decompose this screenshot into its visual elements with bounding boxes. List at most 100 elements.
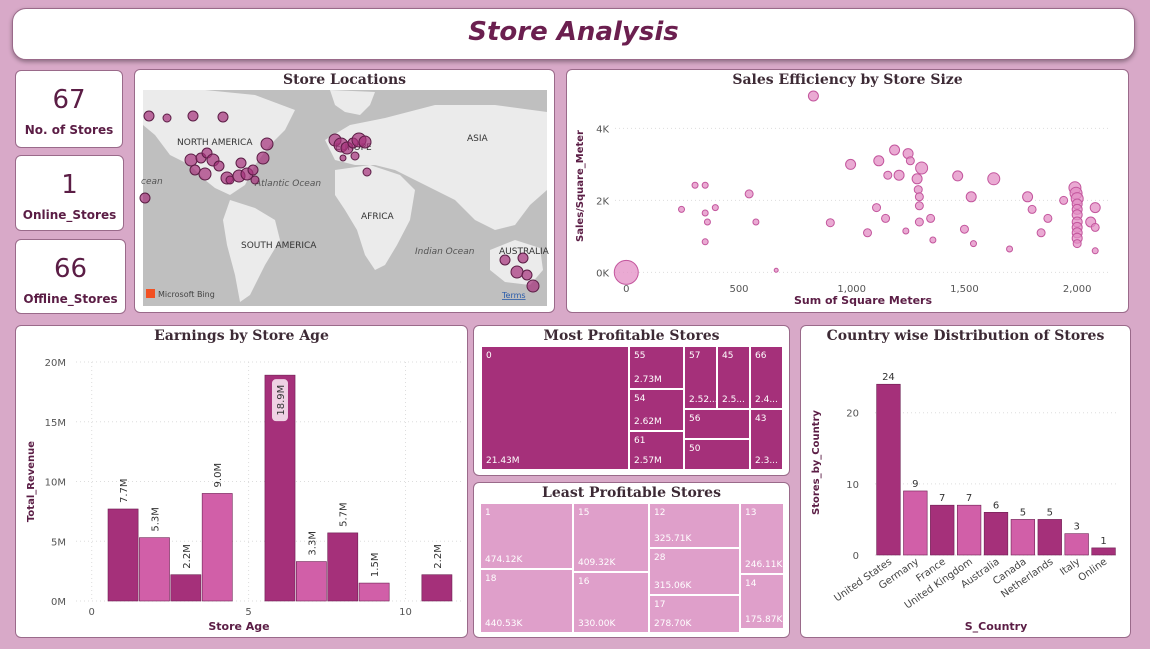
map-label: Atlantic Ocean bbox=[254, 179, 321, 189]
treemap-cell[interactable]: 57 2.52... bbox=[684, 346, 718, 409]
x-axis-label: S_Country bbox=[965, 620, 1028, 633]
scatter-point bbox=[701, 238, 709, 246]
bing-logo-icon bbox=[146, 289, 155, 298]
y-tick-label: 0K bbox=[596, 268, 609, 279]
treemap-cell[interactable]: 28 315.06K bbox=[649, 548, 740, 595]
revenue-bar bbox=[139, 537, 170, 602]
scatter-point bbox=[1072, 239, 1082, 249]
treemap-cell[interactable]: 12 325.71K bbox=[649, 503, 740, 548]
scatter-point bbox=[911, 173, 923, 185]
treemap-cell[interactable]: 54 2.62M bbox=[629, 389, 684, 431]
treemap-cell[interactable]: 56 bbox=[684, 409, 750, 439]
treemap-cell-label: 57 bbox=[689, 351, 701, 361]
map-store-marker bbox=[350, 151, 360, 161]
treemap-cell[interactable]: 50 bbox=[684, 439, 750, 470]
scatter-point bbox=[1090, 222, 1100, 232]
x-axis-label: Store Age bbox=[208, 620, 269, 633]
scatter-point bbox=[1091, 247, 1099, 255]
treemap-cell[interactable]: 14 175.87K bbox=[740, 574, 784, 629]
landmass-south-america bbox=[223, 200, 280, 302]
map-svg[interactable]: NORTH AMERICA EUROPE ASIA Atlantic Ocean… bbox=[135, 70, 555, 313]
most-profitable-title: Most Profitable Stores bbox=[543, 328, 720, 344]
treemap-cell[interactable]: 13 246.11K bbox=[740, 503, 784, 574]
treemap-cell[interactable]: 1 474.12K bbox=[480, 503, 573, 569]
earnings-title: Earnings by Store Age bbox=[154, 328, 329, 344]
treemap-cell-value: 2.4... bbox=[755, 395, 778, 405]
data-label: 2.2M bbox=[182, 544, 193, 569]
scatter-point bbox=[952, 170, 964, 182]
data-label: 9 bbox=[912, 479, 918, 490]
treemap-cell[interactable]: 17 278.70K bbox=[649, 595, 740, 633]
kpi-card-stores[interactable]: 67 No. of Stores bbox=[15, 70, 123, 148]
treemap-cell-label: 15 bbox=[578, 508, 590, 518]
treemap-cell[interactable]: 16 330.00K bbox=[573, 572, 649, 633]
data-label: 1 bbox=[1100, 536, 1106, 547]
country-panel: Country wise Distribution of Stores 0 10 2… bbox=[800, 325, 1131, 638]
data-label: 5 bbox=[1047, 507, 1053, 518]
scatter-point bbox=[881, 213, 891, 223]
scatter-point bbox=[773, 267, 779, 273]
data-label: 7 bbox=[939, 493, 945, 504]
data-label: 24 bbox=[882, 372, 895, 383]
map-store-marker bbox=[235, 157, 247, 169]
kpi-value: 66 bbox=[53, 254, 88, 284]
map-label: SOUTH AMERICA bbox=[241, 241, 317, 251]
treemap-cell-value: 474.12K bbox=[485, 555, 523, 565]
scatter-point bbox=[752, 218, 760, 226]
revenue-bar bbox=[170, 574, 202, 602]
treemap-cell-label: 66 bbox=[755, 351, 767, 361]
map-store-marker bbox=[213, 160, 225, 172]
treemap-cell[interactable]: 43 2.3... bbox=[750, 409, 783, 470]
country-bar bbox=[1037, 519, 1062, 556]
x-tick-label: 1,000 bbox=[837, 284, 866, 295]
treemap-cell[interactable]: 18 440.53K bbox=[480, 569, 573, 633]
treemap-cell-label: 45 bbox=[722, 351, 734, 361]
map-title: Store Locations bbox=[282, 72, 407, 88]
treemap-cell[interactable]: 0 21.43M bbox=[481, 346, 629, 470]
scatter-point bbox=[701, 181, 709, 189]
x-tick-label: Online bbox=[1077, 556, 1110, 584]
least-profitable-title: Least Profitable Stores bbox=[542, 485, 721, 501]
treemap-cell-label: 14 bbox=[745, 579, 757, 589]
map-store-marker bbox=[198, 167, 212, 181]
data-label: 18.9M bbox=[276, 385, 287, 416]
treemap-cell-label: 50 bbox=[689, 444, 701, 454]
treemap-cell[interactable]: 15 409.32K bbox=[573, 503, 649, 572]
treemap-cell[interactable]: 66 2.4... bbox=[750, 346, 783, 409]
treemap-cell[interactable]: 61 2.57M bbox=[629, 431, 684, 470]
y-axis-label: Sales/Square_Meter bbox=[575, 130, 586, 242]
kpi-card-online[interactable]: 1 Online_Stores bbox=[15, 155, 124, 231]
revenue-bar bbox=[201, 493, 233, 602]
landmass-north-america bbox=[143, 90, 295, 195]
kpi-card-offline[interactable]: 66 Offline_Stores bbox=[15, 239, 126, 314]
earnings-chart[interactable]: 0M 5M 10M 15M 20M 0 5 10 7.7M 5.3M 2.2M 9.0M 18.9M 3.… bbox=[16, 326, 468, 638]
country-bar bbox=[1010, 519, 1036, 556]
landmass-eurasia bbox=[325, 105, 547, 230]
scatter-point bbox=[744, 189, 754, 199]
treemap-cell[interactable]: 45 2.5... bbox=[717, 346, 750, 409]
data-label: 2.2M bbox=[433, 544, 444, 569]
scatter-point bbox=[703, 218, 711, 226]
scatter-chart[interactable]: 0K 2K 4K 0 500 1,000 1,500 2,000 Sum of Square M… bbox=[567, 70, 1129, 313]
y-tick-label: 20M bbox=[45, 358, 66, 369]
map-store-marker bbox=[499, 254, 511, 266]
treemap-cell-value: 278.70K bbox=[654, 619, 692, 629]
earnings-panel: Earnings by Store Age 0M 5M 10M 15M 20M 0 5 10 7… bbox=[15, 325, 468, 638]
country-bar bbox=[903, 490, 928, 556]
scatter-point bbox=[929, 236, 937, 244]
scatter-point bbox=[915, 161, 929, 175]
treemap-cell-value: 246.11K bbox=[745, 560, 783, 570]
y-tick-label: 0 bbox=[853, 551, 859, 562]
treemap-cell-label: 0 bbox=[486, 351, 492, 361]
scatter-point bbox=[987, 172, 1001, 186]
map-store-marker bbox=[225, 175, 235, 185]
revenue-bar bbox=[296, 561, 327, 602]
treemap-cell[interactable]: 55 2.73M bbox=[629, 346, 684, 389]
country-bar bbox=[1064, 533, 1089, 556]
data-label: 3 bbox=[1073, 522, 1079, 533]
y-tick-label: 10 bbox=[846, 480, 859, 491]
kpi-value: 67 bbox=[52, 85, 86, 115]
map-store-marker bbox=[143, 110, 155, 122]
map-terms-link[interactable]: Terms bbox=[501, 291, 526, 300]
